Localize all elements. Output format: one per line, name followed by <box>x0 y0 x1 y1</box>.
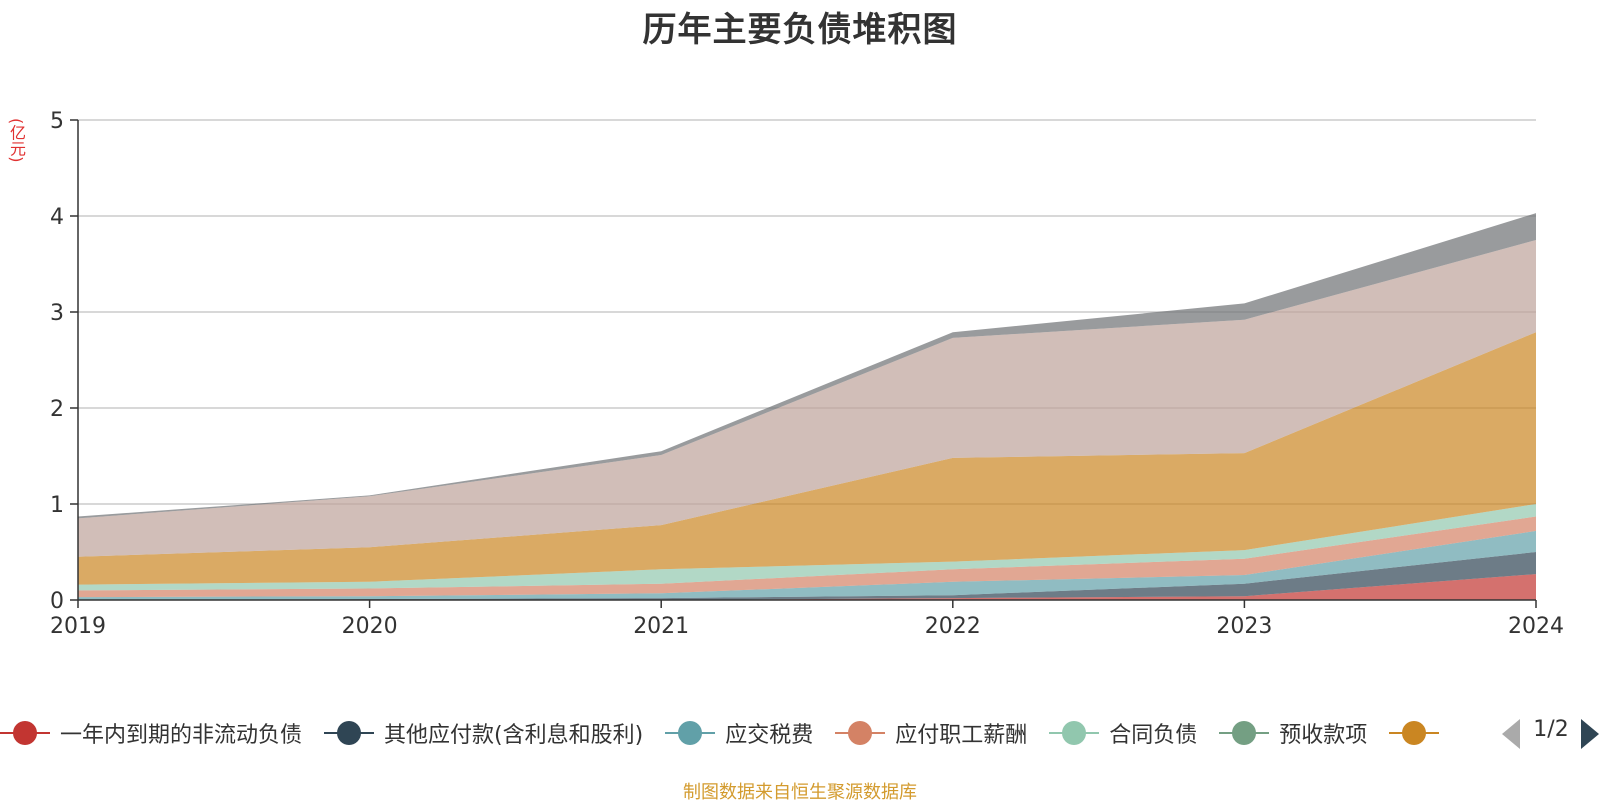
legend-label: 预收款项 <box>1279 723 1368 748</box>
legend-item-truncated <box>1389 712 1449 754</box>
chart-plot-area: 0 1 2 3 4 5 2019 2020 2021 2022 2023 2024 <box>50 109 1564 639</box>
x-tick-label: 2023 <box>1216 614 1272 639</box>
legend-prev-page-icon[interactable] <box>1502 719 1520 749</box>
data-source-note: 制图数据来自恒生聚源数据库 <box>683 782 917 800</box>
chart-title: 历年主要负债堆积图 <box>642 10 958 50</box>
axes <box>70 119 1537 608</box>
y-tick-label: 0 <box>50 589 64 614</box>
legend-item[interactable]: 应付职工薪酬 <box>835 712 1027 754</box>
legend-item[interactable]: 一年内到期的非流动负债 <box>0 712 302 754</box>
legend-marker-icon <box>1049 720 1100 746</box>
x-tick-label: 2021 <box>633 614 689 639</box>
area-series-6[interactable] <box>78 332 1536 585</box>
legend-marker-icon <box>665 720 716 746</box>
x-tick-label: 2020 <box>342 614 398 639</box>
legend-item[interactable]: 其他应付款(含利息和股利) <box>324 712 643 754</box>
legend-pager: 1/2 <box>1498 714 1600 752</box>
area-series-4[interactable] <box>78 504 1536 591</box>
legend-next-page-icon[interactable] <box>1581 719 1599 749</box>
y-axis-unit-label: (亿元) <box>7 118 26 163</box>
legend: 一年内到期的非流动负债 其他应付款(含利息和股利) 应交税费 应付职工薪酬 合同负债 预收… <box>0 712 1600 754</box>
y-tick-label: 1 <box>50 493 64 518</box>
x-tick-label: 2024 <box>1508 614 1564 639</box>
area-series-7[interactable] <box>78 240 1536 557</box>
y-tick-label: 2 <box>50 397 64 422</box>
legend-label: 应付职工薪酬 <box>895 723 1028 748</box>
legend-item[interactable]: 预收款项 <box>1219 712 1367 754</box>
legend-marker-icon <box>1219 720 1270 746</box>
legend-label: 其他应付款(含利息和股利) <box>384 723 644 748</box>
legend-label: 合同负债 <box>1109 723 1198 748</box>
legend-page-indicator: 1/2 <box>1533 717 1569 742</box>
area-series-0[interactable] <box>78 574 1536 600</box>
legend-item[interactable]: 合同负债 <box>1049 712 1197 754</box>
legend-marker-icon <box>324 720 375 746</box>
area-series-3[interactable] <box>78 516 1536 598</box>
y-tick-label: 4 <box>50 205 64 230</box>
y-tick-label: 5 <box>50 109 64 134</box>
legend-item[interactable]: 应交税费 <box>665 712 813 754</box>
legend-marker-icon <box>1389 720 1440 746</box>
area-series-2[interactable] <box>78 530 1536 600</box>
x-tick-label: 2022 <box>925 614 981 639</box>
area-series-1[interactable] <box>78 552 1536 600</box>
legend-marker-icon <box>835 720 886 746</box>
legend-label: 应交税费 <box>725 723 814 748</box>
stacked-areas <box>78 213 1536 600</box>
legend-label: 一年内到期的非流动负债 <box>60 723 303 748</box>
legend-marker-icon <box>0 720 50 746</box>
x-tick-label: 2019 <box>50 614 106 639</box>
tick-labels: 0 1 2 3 4 5 2019 2020 2021 2022 2023 2024 <box>50 109 1564 639</box>
y-tick-label: 3 <box>50 301 64 326</box>
legend-items: 一年内到期的非流动负债 其他应付款(含利息和股利) 应交税费 应付职工薪酬 合同负债 预收… <box>0 712 1465 754</box>
